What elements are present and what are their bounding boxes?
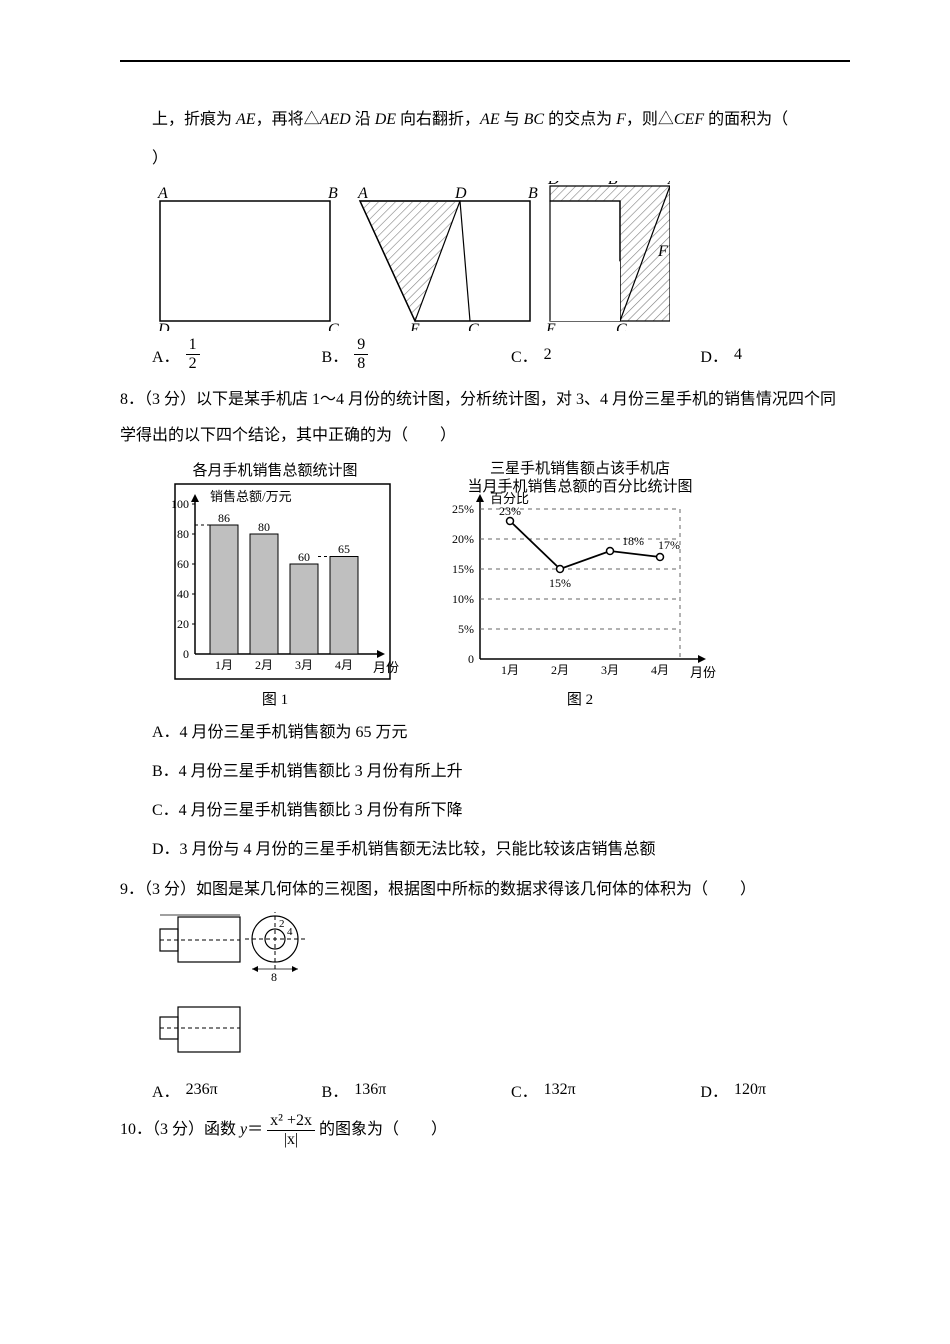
svg-text:月份: 月份 [690, 665, 716, 680]
svg-text:2: 2 [163, 912, 169, 914]
svg-text:3月: 3月 [601, 663, 619, 677]
q7-diagram: A B C D A D B E C [150, 181, 670, 331]
svg-text:86: 86 [218, 511, 230, 525]
svg-text:B: B [608, 181, 618, 188]
svg-text:8: 8 [205, 912, 211, 914]
q9-choice-A: A．236π [152, 1078, 322, 1102]
top-rule [120, 60, 850, 62]
q7-choice-D: D． 4 [700, 337, 850, 372]
q7-fold2: D B A E C F [545, 181, 670, 331]
page: 上，折痕为 AE，再将△AED 沿 DE 向右翻折，AE 与 BC 的交点为 F… [0, 0, 950, 1344]
q9-choice-C: C．132π [511, 1078, 700, 1102]
svg-text:三星手机销售额占该手机店: 三星手机销售额占该手机店 [490, 460, 670, 477]
svg-text:E: E [545, 321, 556, 331]
q7-choice-A: A． 12 [152, 337, 322, 372]
q10-prompt: 10．（3 分）函数 yy＝＝ x² +2x |x| 的图象为（ ） [120, 1112, 850, 1148]
svg-text:25%: 25% [452, 502, 474, 516]
svg-text:图 1: 图 1 [262, 691, 288, 708]
q7-continuation: 上，折痕为 AE，再将△AED 沿 DE 向右翻折，AE 与 BC 的交点为 F… [120, 102, 850, 137]
q9-choice-D: D．120π [700, 1078, 850, 1102]
svg-text:80: 80 [258, 520, 270, 534]
svg-text:4月: 4月 [335, 658, 353, 672]
label-B: B [328, 185, 338, 202]
q9-choice-B: B．136π [322, 1078, 511, 1102]
q9-three-views: 2 8 2 4 8 [150, 912, 350, 1072]
q10-fraction: x² +2x |x| [267, 1113, 315, 1148]
svg-text:23%: 23% [499, 504, 521, 518]
q8-option-D: D．3 月份与 4 月份的三星手机销售额无法比较，只能比较该店销售总额 [120, 832, 850, 867]
svg-text:月份: 月份 [373, 660, 399, 675]
svg-text:15%: 15% [452, 562, 474, 576]
svg-text:图 2: 图 2 [567, 691, 593, 708]
svg-text:2: 2 [279, 918, 285, 930]
svg-text:A: A [667, 181, 670, 188]
svg-text:15%: 15% [549, 576, 571, 590]
q7-rect: A B C D [157, 185, 339, 331]
svg-text:0: 0 [468, 652, 474, 666]
q7-choice-C: C． 2 [511, 337, 700, 372]
svg-text:10%: 10% [452, 592, 474, 606]
svg-text:1月: 1月 [501, 663, 519, 677]
svg-text:A: A [357, 185, 368, 202]
q7-choice-B: B． 98 [322, 337, 511, 372]
svg-text:1月: 1月 [215, 658, 233, 672]
svg-text:4: 4 [287, 926, 293, 938]
svg-text:40: 40 [177, 587, 189, 601]
svg-text:65: 65 [338, 542, 350, 556]
q9-choices: A．236π B．136π C．132π D．120π [152, 1078, 850, 1102]
q7-paren-close: ） [120, 141, 850, 176]
label-D: D [157, 321, 170, 331]
q7-choices: A． 12 B． 98 C． 2 D． 4 [152, 337, 850, 372]
svg-text:C: C [616, 321, 627, 331]
svg-text:17%: 17% [658, 538, 680, 552]
svg-text:20: 20 [177, 617, 189, 631]
q8-line-chart: 三星手机销售额占该手机店 当月手机销售总额的百分比统计图 百分比 0 5% 10… [430, 459, 730, 709]
q8-option-A: A．4 月份三星手机销售额为 65 万元 [120, 715, 850, 750]
svg-text:各月手机销售总额统计图: 各月手机销售总额统计图 [192, 462, 357, 479]
svg-text:100: 100 [171, 497, 189, 511]
svg-text:C: C [468, 321, 479, 331]
svg-text:0: 0 [183, 647, 189, 661]
svg-text:80: 80 [177, 527, 189, 541]
svg-text:E: E [409, 321, 420, 331]
svg-text:B: B [528, 185, 538, 202]
q7-fold1: A D B E C [357, 185, 538, 331]
svg-text:销售总额/万元: 销售总额/万元 [210, 489, 292, 504]
svg-text:4月: 4月 [651, 663, 669, 677]
svg-text:60: 60 [298, 550, 310, 564]
q8-bar-chart: 各月手机销售总额统计图 销售总额/万元 0 20 40 60 80 [150, 459, 400, 709]
q7-text: 上，折痕为 AE，再将△AED 沿 DE 向右翻折，AE 与 BC 的交点为 F… [152, 111, 804, 128]
q8-option-B: B．4 月份三星手机销售额比 3 月份有所上升 [120, 754, 850, 789]
svg-text:F: F [657, 243, 668, 260]
q8-option-C: C．4 月份三星手机销售额比 3 月份有所下降 [120, 793, 850, 828]
svg-text:8: 8 [271, 970, 277, 984]
q10-y: y [240, 1121, 247, 1138]
q8-prompt: 8．（3 分）以下是某手机店 1～4 月份的统计图，分析统计图，对 3、4 月份… [120, 382, 850, 452]
label-C: C [328, 321, 339, 331]
svg-text:18%: 18% [622, 534, 644, 548]
svg-text:3月: 3月 [295, 658, 313, 672]
label-A: A [157, 185, 168, 202]
q8-charts: 各月手机销售总额统计图 销售总额/万元 0 20 40 60 80 [150, 459, 850, 709]
svg-text:60: 60 [177, 557, 189, 571]
svg-text:2月: 2月 [255, 658, 273, 672]
svg-text:20%: 20% [452, 532, 474, 546]
svg-text:D: D [547, 181, 560, 188]
svg-text:2月: 2月 [551, 663, 569, 677]
svg-text:D: D [454, 185, 467, 202]
svg-text:5%: 5% [458, 622, 474, 636]
q9-prompt: 9．（3 分）如图是某几何体的三视图，根据图中所标的数据求得该几何体的体积为（ … [120, 872, 850, 907]
